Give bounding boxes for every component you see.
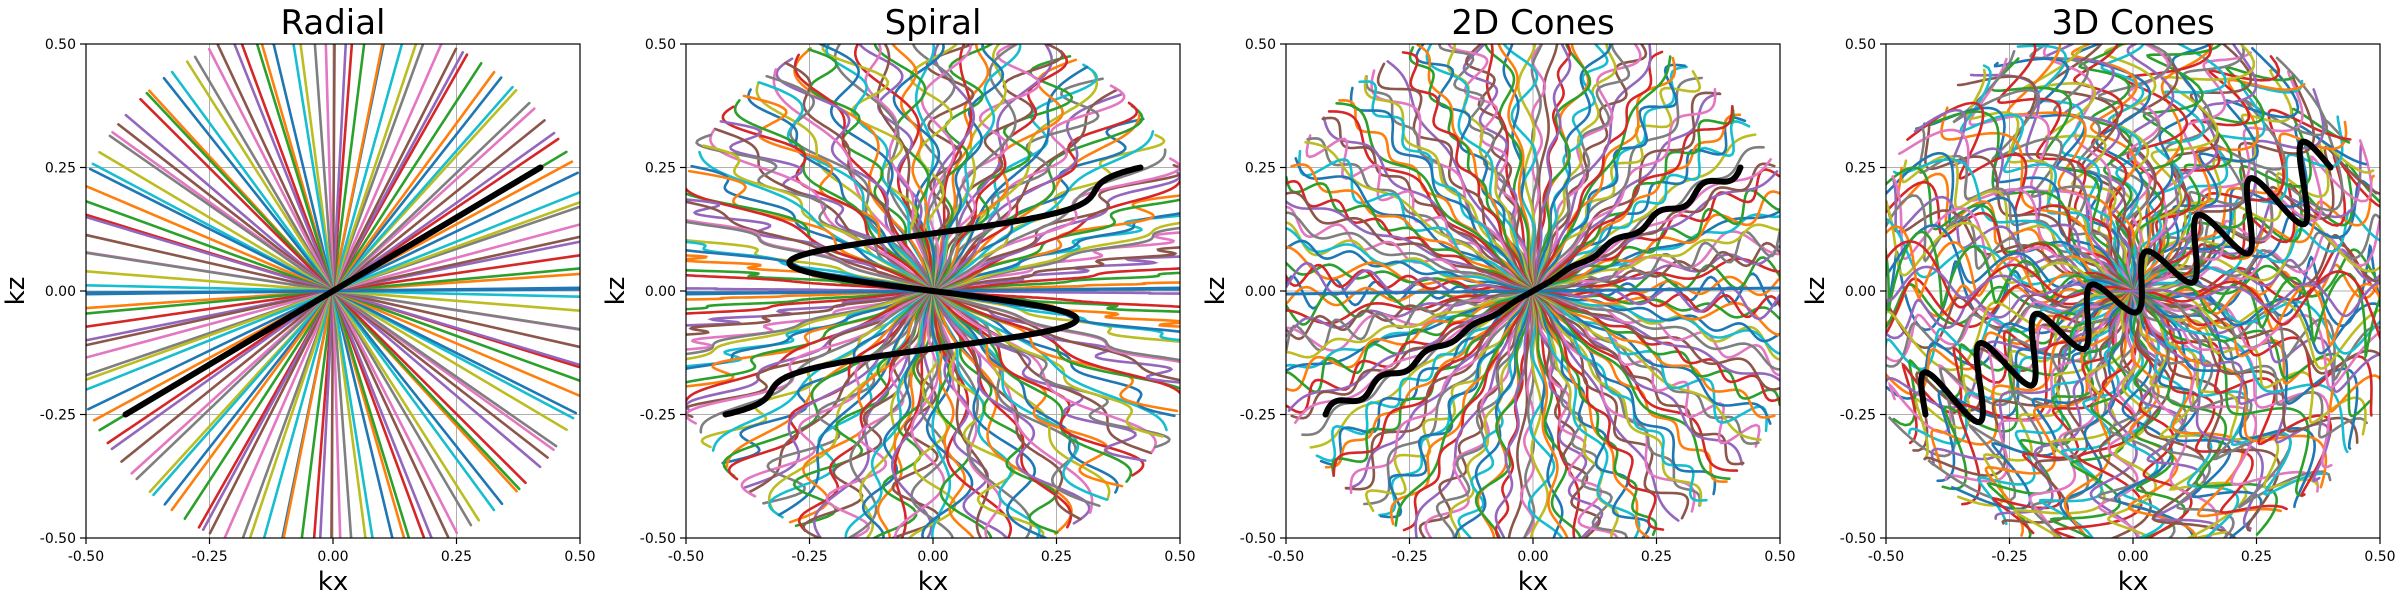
y-tick-label: 0.25: [1845, 161, 1876, 177]
chart-title: Radial: [280, 3, 385, 43]
x-tick-label: -0.25: [1991, 549, 2027, 565]
x-tick-label: 0.50: [1764, 549, 1795, 565]
subplot-3: -0.50 -0.50 -0.25 -0.25 0.00 0.00 0.25 0.25 0.50…: [1801, 3, 2396, 597]
x-axis-label: kx: [1518, 567, 1548, 597]
highlighted-trajectory: [722, 164, 1144, 418]
chart-title: 3D Cones: [2051, 3, 2214, 43]
x-tick-label: -0.50: [1268, 549, 1304, 565]
y-axis-label: kz: [1201, 277, 1231, 306]
x-tick-label: 0.00: [1517, 549, 1548, 565]
x-tick-label: -0.25: [791, 549, 827, 565]
y-tick-label: 0.50: [1245, 37, 1276, 53]
x-tick-label: -0.50: [68, 549, 104, 565]
subplot-2: -0.50 -0.50 -0.25 -0.25 0.00 0.00 0.25 0.25 0.50…: [1201, 3, 1796, 597]
y-tick-label: -0.50: [1840, 531, 1876, 547]
y-tick-label: 0.50: [45, 37, 76, 53]
x-tick-label: 0.50: [1164, 549, 1195, 565]
x-tick-label: 0.50: [564, 549, 595, 565]
x-tick-label: -0.50: [668, 549, 704, 565]
y-tick-label: -0.50: [40, 531, 76, 547]
y-tick-label: 0.00: [45, 284, 76, 300]
highlighted-trajectory: [122, 164, 544, 418]
y-tick-label: 0.25: [45, 161, 76, 177]
x-tick-label: 0.00: [917, 549, 948, 565]
x-tick-label: -0.25: [1391, 549, 1427, 565]
subplot-0: -0.50 -0.50 -0.25 -0.25 0.00 0.00 0.25 0.25 0.50…: [1, 3, 596, 597]
chart-title: 2D Cones: [1451, 3, 1614, 43]
x-axis-label: kx: [2118, 567, 2148, 597]
y-tick-label: 0.00: [1845, 284, 1876, 300]
x-tick-label: 0.00: [2117, 549, 2148, 565]
y-tick-label: -0.25: [40, 408, 76, 424]
y-tick-label: 0.25: [645, 161, 676, 177]
x-tick-label: 0.00: [317, 549, 348, 565]
y-tick-label: 0.00: [645, 284, 676, 300]
x-tick-label: -0.25: [191, 549, 227, 565]
y-axis-label: kz: [601, 277, 631, 306]
x-axis-label: kx: [918, 567, 948, 597]
y-axis-label: kz: [1, 277, 31, 306]
y-tick-label: -0.25: [1240, 408, 1276, 424]
trajectory-line: [1886, 265, 2380, 318]
y-tick-label: 0.50: [1845, 37, 1876, 53]
x-tick-label: 0.25: [441, 549, 472, 565]
y-tick-label: 0.25: [1245, 161, 1276, 177]
highlighted-trajectory: [1918, 138, 2334, 426]
x-tick-label: 0.50: [2364, 549, 2395, 565]
y-tick-label: 0.00: [1245, 284, 1276, 300]
x-tick-label: 0.25: [2241, 549, 2272, 565]
subplot-1: -0.50 -0.50 -0.25 -0.25 0.00 0.00 0.25 0.25 0.50…: [601, 3, 1196, 597]
y-tick-label: -0.50: [640, 531, 676, 547]
y-axis-label: kz: [1801, 277, 1831, 306]
x-tick-label: 0.25: [1641, 549, 1672, 565]
trajectory-group: [86, 44, 580, 538]
y-tick-label: -0.50: [1240, 531, 1276, 547]
trajectory-group: [1886, 44, 2380, 538]
y-tick-label: -0.25: [1840, 408, 1876, 424]
x-tick-label: 0.25: [1041, 549, 1072, 565]
trajectory-group: [1286, 44, 1780, 538]
highlighted-trajectory: [1322, 164, 1744, 418]
chart-title: Spiral: [885, 3, 982, 43]
x-axis-label: kx: [318, 567, 348, 597]
trajectory-group: [686, 44, 1180, 538]
y-tick-label: -0.25: [640, 408, 676, 424]
x-tick-label: -0.50: [1868, 549, 1904, 565]
y-tick-label: 0.50: [645, 37, 676, 53]
